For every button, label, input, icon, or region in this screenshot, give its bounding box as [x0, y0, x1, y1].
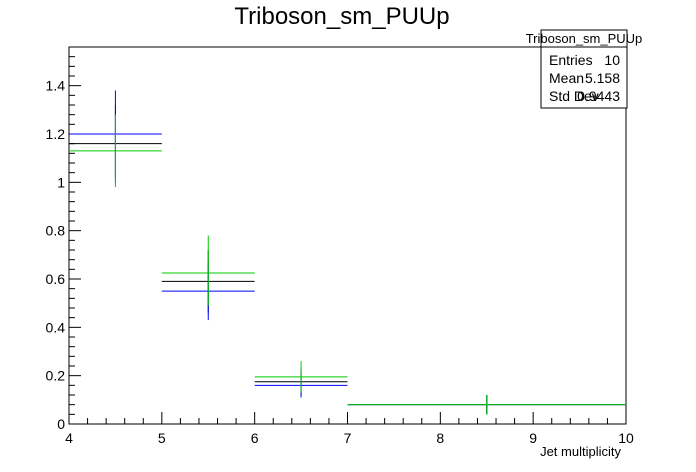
x-tick-label: 4 — [65, 430, 73, 446]
stats-stddev-value: 0.9443 — [577, 88, 620, 104]
stats-box-frame — [540, 29, 628, 109]
y-tick-label: 0.8 — [46, 223, 66, 239]
stats-mean-label: Mean — [549, 70, 584, 86]
x-axis-ticks: 4 5 6 7 8 9 10 — [65, 412, 634, 446]
y-axis-ticks: 0 0.2 0.4 0.6 0.8 1 1.2 1.4 — [46, 46, 81, 432]
stats-entries-value: 10 — [604, 52, 620, 68]
histogram-series — [69, 90, 626, 415]
series-2 — [69, 114, 626, 415]
x-tick-label: 10 — [618, 430, 634, 446]
x-tick-label: 8 — [436, 430, 444, 446]
y-tick-label: 1.2 — [46, 126, 66, 142]
stats-entries-label: Entries — [549, 52, 593, 68]
series-1 — [69, 90, 626, 415]
y-tick-label: 1 — [57, 174, 65, 190]
stats-stddev-label: Std Dev — [549, 88, 599, 104]
y-tick-label: 0 — [57, 416, 65, 432]
y-tick-label: 0.2 — [46, 368, 66, 384]
x-tick-label: 7 — [344, 430, 352, 446]
y-tick-label: 0.4 — [46, 319, 66, 335]
x-axis-label: Jet multiplicity — [540, 444, 621, 459]
stats-box-title: Triboson_sm_PUUp — [526, 31, 643, 46]
stats-box: Triboson_sm_PUUp Entries 10 Mean 5.158 S… — [526, 29, 643, 109]
y-tick-label: 0.6 — [46, 271, 66, 287]
y-tick-label: 1.4 — [46, 78, 66, 94]
x-tick-label: 5 — [158, 430, 166, 446]
stats-mean-value: 5.158 — [585, 70, 620, 86]
chart-title: Triboson_sm_PUUp — [234, 3, 449, 30]
x-tick-label: 6 — [251, 430, 259, 446]
x-tick-label: 9 — [529, 430, 537, 446]
